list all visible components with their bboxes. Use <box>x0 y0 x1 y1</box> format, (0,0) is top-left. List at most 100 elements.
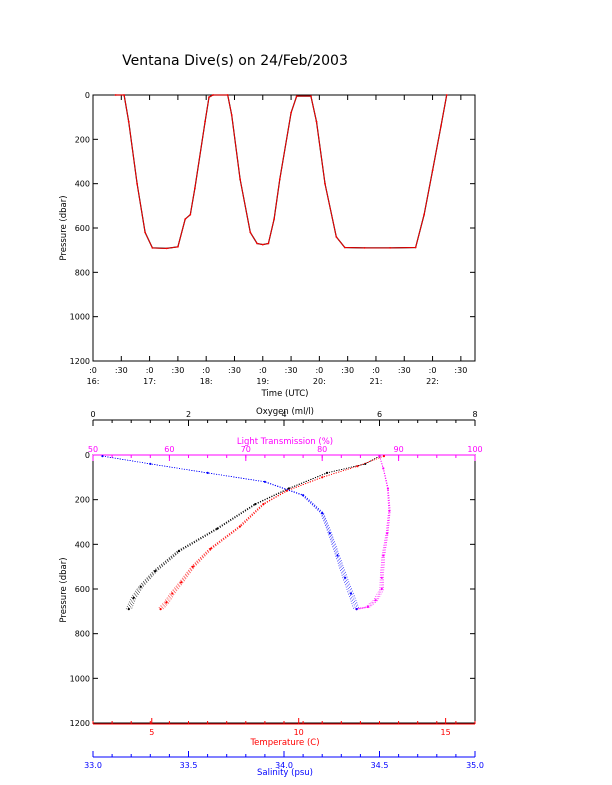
dive-point <box>144 231 147 234</box>
top-y-tick-label: 600 <box>75 224 90 233</box>
top-x-tick-label: :0 <box>429 366 437 375</box>
top-x-hour-label: 20: <box>313 377 326 386</box>
bottom-y-tick-label: 0 <box>85 451 90 460</box>
top-x-tick-label: :0 <box>146 366 154 375</box>
bottom-y-axis-label: Pressure (dbar) <box>59 557 69 622</box>
profile-point <box>380 576 383 579</box>
top-x-tick-label: :30 <box>341 366 354 375</box>
profile-point <box>336 554 339 557</box>
profile-point <box>139 585 142 588</box>
dive-point <box>295 95 298 97</box>
top-y-tick-label: 400 <box>75 180 90 189</box>
top-x-hour-label: 21: <box>370 377 383 386</box>
top-x-tick-label: :0 <box>372 366 380 375</box>
dive-point <box>212 94 214 96</box>
dive-point <box>256 242 258 245</box>
dive-point <box>431 169 434 172</box>
profile-point <box>302 494 305 497</box>
axis-tick-label: 8 <box>472 410 477 419</box>
dive-point <box>310 95 312 97</box>
bottom-y-tick-label: 1200 <box>70 719 90 728</box>
dive-point <box>249 231 252 234</box>
top-x-tick-label: :30 <box>285 366 298 375</box>
profile-point <box>127 608 130 611</box>
profile-point <box>149 462 152 465</box>
profile-point <box>386 487 389 490</box>
profile-trace <box>127 455 380 610</box>
oxygen-axis-label: Oxygen (ml/l) <box>256 407 314 417</box>
profile-point <box>180 581 183 584</box>
dive-point <box>136 182 139 185</box>
axis-tick-label: 34.5 <box>371 761 389 770</box>
dive-point <box>335 236 338 238</box>
top-x-tick-label: :0 <box>259 366 267 375</box>
profile-point <box>378 455 381 458</box>
light-transmission-axis-label: Light Transmission (%) <box>237 437 333 447</box>
top-x-tick-label: :0 <box>315 366 323 375</box>
dive-point <box>315 120 318 123</box>
top-x-tick-label: :30 <box>171 366 184 375</box>
axis-tick-label: 15 <box>441 728 451 737</box>
axis-tick-label: 0 <box>90 410 95 419</box>
dive-point <box>389 247 391 249</box>
salinity-axis-label: Salinity (psu) <box>257 768 313 778</box>
dive-point <box>230 114 233 116</box>
dive-point <box>363 247 366 249</box>
top-x-hour-label: 17: <box>143 377 156 386</box>
axis-tick-label: 34.0 <box>275 761 293 770</box>
top-y-axis-label: Pressure (dbar) <box>59 195 69 260</box>
profile-point <box>366 605 370 609</box>
profile-point <box>349 592 352 595</box>
profile-point <box>254 503 257 506</box>
dive-point <box>165 247 168 250</box>
bottom-y-tick-label: 400 <box>75 540 90 549</box>
profile-point <box>263 480 266 483</box>
axis-tick-label: 50 <box>88 445 98 454</box>
profile-trace <box>102 455 360 610</box>
dive-point <box>343 246 346 249</box>
top-x-hour-label: 18: <box>200 377 213 386</box>
axis-tick-label: 33.0 <box>84 761 102 770</box>
profile-point <box>238 525 241 528</box>
dive-point <box>226 94 229 96</box>
profile-trace <box>131 455 380 610</box>
profile-point <box>382 455 385 458</box>
axis-tick-label: 90 <box>394 445 404 454</box>
profile-point <box>206 471 209 474</box>
profile-point <box>328 532 331 535</box>
profile-point <box>132 596 135 600</box>
profile-point <box>382 554 385 557</box>
profile-trace <box>157 455 385 610</box>
axis-tick-label: 33.5 <box>180 761 198 770</box>
profile-point <box>191 565 194 568</box>
dive-point <box>204 120 207 123</box>
profile-trace <box>161 455 385 610</box>
profile-trace <box>353 456 389 610</box>
dive-point <box>440 125 442 127</box>
axis-tick-label: 10 <box>294 728 304 737</box>
profile-point <box>101 455 104 458</box>
dive-point <box>184 218 187 221</box>
profile-point <box>209 547 212 550</box>
profile-point <box>159 608 162 611</box>
top-y-tick-label: 1200 <box>70 357 90 366</box>
profile-trace <box>163 455 385 610</box>
top-x-tick-label: :30 <box>228 366 241 375</box>
top-x-hour-label: 22: <box>426 377 439 386</box>
top-x-tick-label: :0 <box>89 366 97 375</box>
dive-point <box>423 213 425 216</box>
dive-point <box>445 94 448 96</box>
profile-point <box>388 509 391 512</box>
top-plot-frame <box>92 94 476 362</box>
dive-point <box>208 96 210 99</box>
profile-point <box>374 599 377 602</box>
dive-point <box>273 218 275 221</box>
profile-point <box>325 471 329 474</box>
profile-trace <box>159 455 385 610</box>
bottom-y-tick-label: 1000 <box>70 674 90 683</box>
axis-tick-label: 4 <box>281 410 286 419</box>
dive-point <box>177 245 179 248</box>
dive-point <box>123 94 125 96</box>
profile-point <box>321 511 324 515</box>
